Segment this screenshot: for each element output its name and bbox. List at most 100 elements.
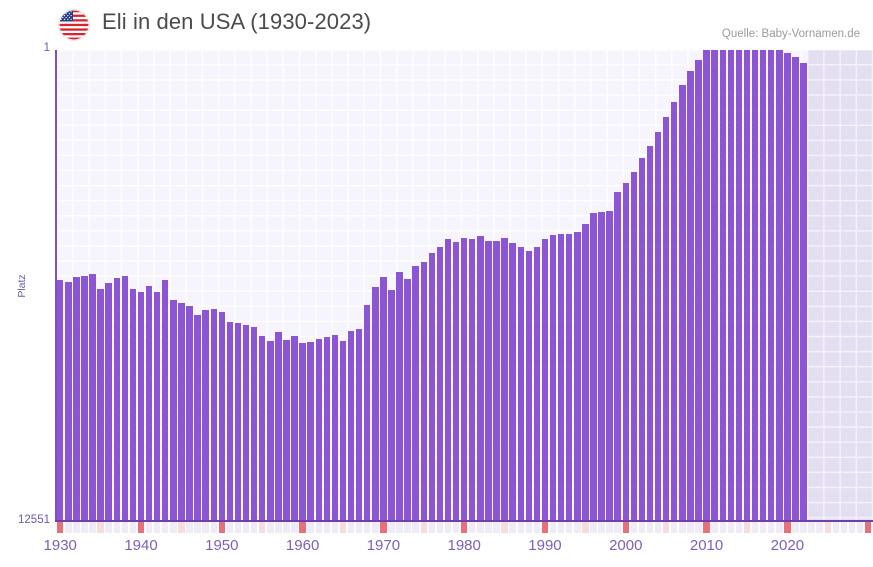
- y-axis-min-label: 12551: [18, 514, 50, 526]
- bar-1956[interactable]: [267, 341, 274, 520]
- bar-1959[interactable]: [291, 335, 298, 520]
- bar-2003[interactable]: [646, 145, 654, 520]
- bar-2005[interactable]: [662, 116, 670, 520]
- bar-1965[interactable]: [339, 341, 347, 520]
- bar-1963[interactable]: [323, 337, 331, 520]
- bar-1981[interactable]: [469, 238, 476, 520]
- bar-2012[interactable]: [719, 50, 726, 520]
- bar-2013[interactable]: [727, 50, 735, 520]
- us-flag-icon: [59, 10, 89, 40]
- bar-1941[interactable]: [145, 285, 153, 520]
- bar-1957[interactable]: [275, 331, 282, 520]
- bar-1990[interactable]: [541, 239, 549, 520]
- bar-1971[interactable]: [388, 290, 395, 520]
- bar-1947[interactable]: [194, 314, 201, 520]
- x-tick-1966: [347, 522, 355, 533]
- bar-1946[interactable]: [186, 305, 193, 520]
- bar-1967[interactable]: [355, 328, 363, 520]
- bar-2010[interactable]: [703, 50, 710, 520]
- bar-1931[interactable]: [65, 281, 72, 520]
- bar-2014[interactable]: [735, 50, 743, 520]
- bar-1982[interactable]: [477, 236, 484, 520]
- bar-2009[interactable]: [695, 60, 702, 520]
- bar-1942[interactable]: [153, 291, 161, 520]
- bar-1962[interactable]: [315, 339, 322, 520]
- bar-1930[interactable]: [57, 280, 64, 520]
- bar-1997[interactable]: [598, 211, 605, 520]
- bar-2008[interactable]: [687, 71, 694, 520]
- bar-1985[interactable]: [501, 237, 508, 520]
- bar-1973[interactable]: [404, 278, 411, 520]
- bar-2015[interactable]: [743, 50, 751, 520]
- bar-2007[interactable]: [679, 84, 686, 520]
- bar-2002[interactable]: [638, 157, 646, 520]
- bar-1937[interactable]: [113, 277, 120, 520]
- bar-1998[interactable]: [606, 210, 613, 520]
- bar-1932[interactable]: [73, 276, 80, 520]
- bar-1935[interactable]: [97, 288, 104, 520]
- bar-1953[interactable]: [242, 324, 250, 520]
- bar-1976[interactable]: [428, 252, 436, 520]
- bar-1938[interactable]: [121, 275, 129, 520]
- bar-1968[interactable]: [364, 305, 371, 520]
- bar-1992[interactable]: [557, 234, 565, 520]
- bar-2018[interactable]: [767, 50, 775, 520]
- bar-1936[interactable]: [105, 283, 112, 520]
- bar-2016[interactable]: [751, 50, 759, 520]
- bar-2000[interactable]: [622, 183, 629, 520]
- bar-1940[interactable]: [137, 291, 145, 520]
- bar-1989[interactable]: [533, 246, 541, 520]
- bar-1991[interactable]: [549, 235, 557, 520]
- bar-1954[interactable]: [250, 327, 258, 520]
- bar-1975[interactable]: [420, 261, 427, 520]
- bar-1995[interactable]: [582, 223, 589, 520]
- bar-1988[interactable]: [525, 250, 533, 520]
- bar-1948[interactable]: [202, 310, 209, 520]
- bar-1978[interactable]: [444, 239, 452, 520]
- bar-1986[interactable]: [509, 243, 516, 520]
- bar-1961[interactable]: [307, 341, 314, 520]
- bar-2006[interactable]: [671, 102, 678, 520]
- bar-2017[interactable]: [759, 50, 767, 520]
- bar-1980[interactable]: [460, 238, 468, 520]
- bar-1977[interactable]: [436, 246, 444, 520]
- bar-2004[interactable]: [654, 131, 662, 520]
- bar-1944[interactable]: [170, 299, 177, 520]
- bar-1955[interactable]: [258, 336, 266, 520]
- bar-1974[interactable]: [412, 265, 419, 520]
- bar-1999[interactable]: [614, 192, 621, 520]
- x-tick-2029: [856, 522, 864, 533]
- bar-1966[interactable]: [347, 330, 355, 520]
- x-axis-label-1970: 1970: [366, 537, 401, 554]
- bar-1939[interactable]: [129, 288, 137, 520]
- bar-1970[interactable]: [380, 276, 387, 520]
- bar-1984[interactable]: [493, 240, 500, 520]
- x-tick-1989: [533, 522, 541, 533]
- bar-1979[interactable]: [452, 241, 460, 520]
- bar-2021[interactable]: [792, 56, 799, 520]
- bar-1987[interactable]: [517, 246, 524, 520]
- bar-1969[interactable]: [372, 286, 379, 520]
- bar-1960[interactable]: [299, 343, 306, 520]
- bar-1950[interactable]: [218, 312, 226, 520]
- bar-1964[interactable]: [331, 334, 339, 520]
- bar-1958[interactable]: [283, 339, 290, 520]
- bar-1994[interactable]: [574, 232, 581, 520]
- bar-1934[interactable]: [89, 273, 96, 520]
- bar-1945[interactable]: [178, 303, 185, 520]
- bar-1983[interactable]: [485, 241, 492, 520]
- bar-2019[interactable]: [776, 50, 783, 520]
- bar-1996[interactable]: [590, 212, 597, 520]
- bar-2011[interactable]: [711, 50, 718, 520]
- x-tick-1974: [412, 522, 419, 533]
- bar-1993[interactable]: [565, 233, 573, 520]
- bar-1952[interactable]: [234, 323, 242, 520]
- bar-2001[interactable]: [630, 171, 638, 520]
- bar-1949[interactable]: [210, 309, 217, 520]
- bar-2020[interactable]: [784, 53, 791, 520]
- bar-1943[interactable]: [162, 280, 169, 520]
- bar-1933[interactable]: [81, 275, 88, 520]
- bar-2022[interactable]: [800, 62, 807, 520]
- bar-1951[interactable]: [226, 321, 234, 520]
- bar-1972[interactable]: [396, 272, 403, 520]
